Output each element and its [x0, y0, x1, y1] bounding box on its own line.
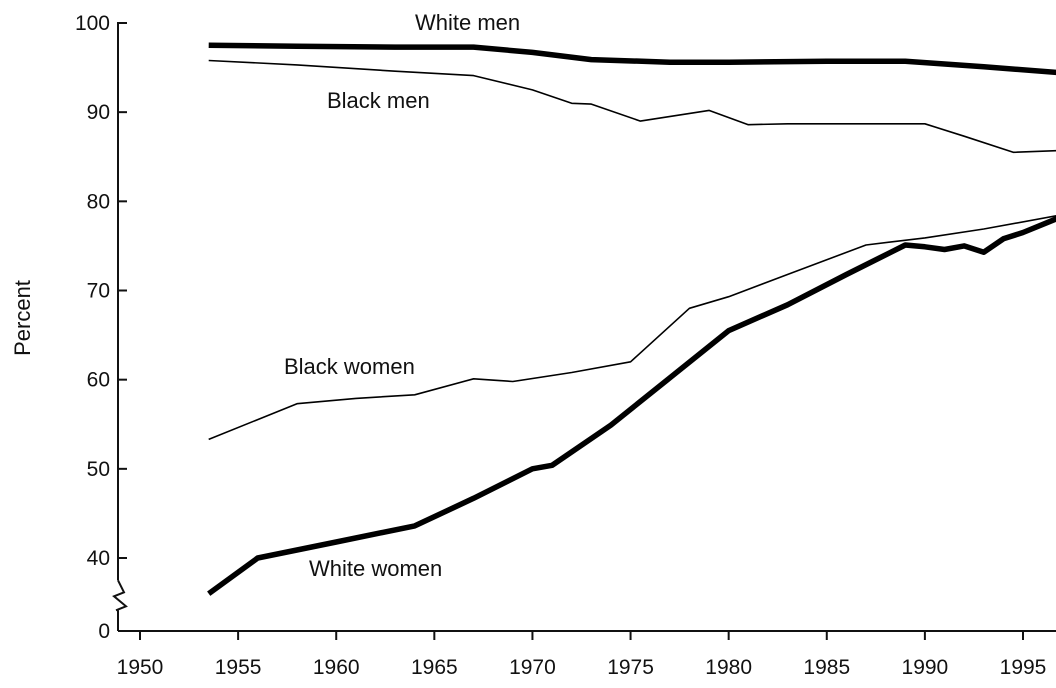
series-line-black-men [208, 59, 1056, 154]
x-tick-label: 1975 [607, 656, 654, 679]
series-line-white-women [207, 216, 1056, 596]
y-tick-label: 80 [87, 190, 110, 213]
x-ticks: 1950 1955 1960 1965 1970 1975 1980 1985 1990 1995 [117, 631, 1047, 679]
x-tick-label: 1985 [803, 656, 850, 679]
x-tick-label: 1980 [705, 656, 752, 679]
y-ticks: 0 40 50 60 70 80 90 100 [75, 12, 127, 643]
series-lines [207, 42, 1056, 596]
y-tick-label: 70 [87, 280, 110, 303]
y-tick-label: 100 [75, 12, 110, 35]
x-tick-label: 1950 [117, 656, 164, 679]
y-tick-label: 90 [87, 101, 110, 124]
y-tick-label: 60 [87, 369, 110, 392]
axes [112, 22, 1056, 632]
y-tick-label: 50 [87, 458, 110, 481]
y-tick-label: 0 [98, 620, 110, 643]
y-axis-break [112, 579, 128, 612]
series-label-white-women: White women [309, 556, 442, 581]
x-tick-label: 1955 [215, 656, 262, 679]
series-label-black-women: Black women [284, 354, 415, 379]
x-tick-label: 1990 [902, 656, 949, 679]
x-tick-label: 1970 [509, 656, 556, 679]
series-line-black-women [208, 215, 1056, 441]
series-line-white-men [208, 42, 1056, 76]
series-labels: White men Black men Black women White wo… [284, 10, 520, 581]
series-label-white-men: White men [415, 10, 520, 35]
series-label-black-men: Black men [327, 88, 430, 113]
x-tick-label: 1965 [411, 656, 458, 679]
x-tick-label: 1995 [1000, 656, 1047, 679]
y-tick-label: 40 [87, 547, 110, 570]
x-tick-label: 1960 [313, 656, 360, 679]
y-axis-title: Percent [10, 280, 35, 356]
